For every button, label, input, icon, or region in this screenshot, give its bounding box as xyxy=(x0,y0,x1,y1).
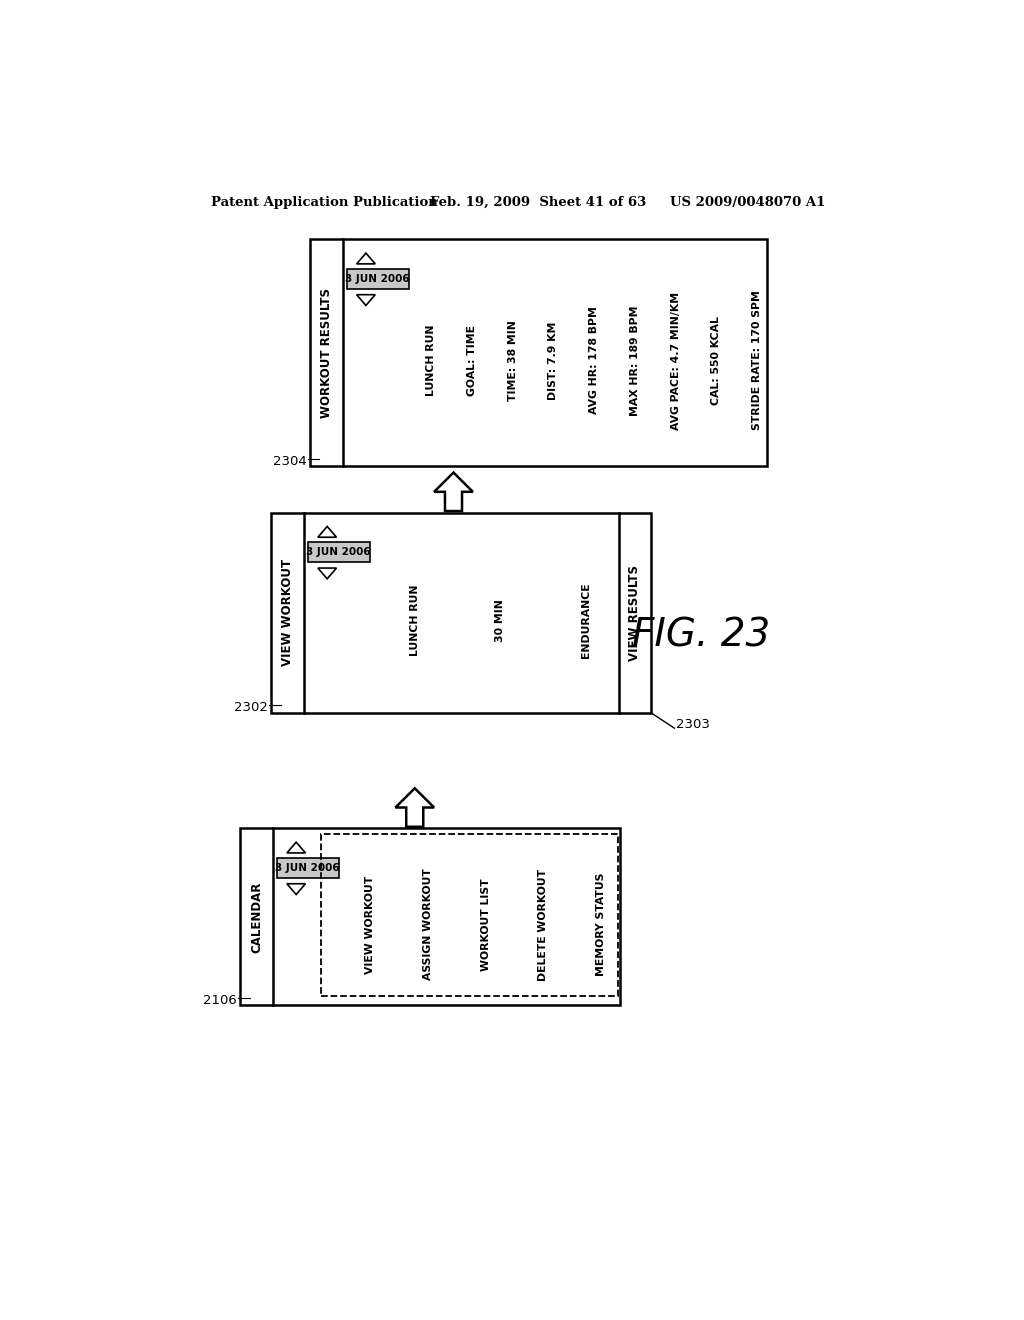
Text: 2304: 2304 xyxy=(272,455,306,467)
Bar xyxy=(321,834,617,997)
Text: 2302: 2302 xyxy=(233,701,267,714)
Bar xyxy=(271,512,651,713)
Polygon shape xyxy=(356,294,375,305)
Polygon shape xyxy=(287,842,305,853)
Text: 2106: 2106 xyxy=(203,994,237,1007)
Text: VIEW WORKOUT: VIEW WORKOUT xyxy=(365,875,375,974)
Text: ENDURANCE: ENDURANCE xyxy=(581,582,591,659)
Text: LUNCH RUN: LUNCH RUN xyxy=(426,325,436,396)
Text: WORKOUT RESULTS: WORKOUT RESULTS xyxy=(319,288,333,418)
Text: CAL: 550 KCAL: CAL: 550 KCAL xyxy=(712,315,721,405)
Text: DIST: 7.9 KM: DIST: 7.9 KM xyxy=(549,321,558,400)
Bar xyxy=(308,543,370,562)
Text: MEMORY STATUS: MEMORY STATUS xyxy=(596,873,606,977)
Text: Feb. 19, 2009  Sheet 41 of 63: Feb. 19, 2009 Sheet 41 of 63 xyxy=(430,195,646,209)
Polygon shape xyxy=(395,788,434,826)
Text: ASSIGN WORKOUT: ASSIGN WORKOUT xyxy=(423,869,433,981)
Bar xyxy=(276,858,339,878)
Text: 2303: 2303 xyxy=(676,718,710,731)
Text: WORKOUT LIST: WORKOUT LIST xyxy=(480,878,490,972)
Bar xyxy=(310,239,767,466)
Text: AVG HR: 178 BPM: AVG HR: 178 BPM xyxy=(589,306,599,414)
Text: US 2009/0048070 A1: US 2009/0048070 A1 xyxy=(671,195,826,209)
Text: 3 JUN 2006: 3 JUN 2006 xyxy=(275,862,340,873)
Text: Patent Application Publication: Patent Application Publication xyxy=(211,195,437,209)
Bar xyxy=(346,268,409,289)
Text: 3 JUN 2006: 3 JUN 2006 xyxy=(345,273,410,284)
Text: CALENDAR: CALENDAR xyxy=(250,882,263,953)
Text: LUNCH RUN: LUNCH RUN xyxy=(410,585,420,656)
Polygon shape xyxy=(434,473,473,511)
Text: DELETE WORKOUT: DELETE WORKOUT xyxy=(539,869,549,981)
Text: AVG PACE: 4.7 MIN/KM: AVG PACE: 4.7 MIN/KM xyxy=(671,292,681,429)
Polygon shape xyxy=(356,253,375,264)
Text: 30 MIN: 30 MIN xyxy=(496,599,506,642)
Text: 3 JUN 2006: 3 JUN 2006 xyxy=(306,546,371,557)
Bar xyxy=(241,829,621,1006)
Text: GOAL: TIME: GOAL: TIME xyxy=(467,325,477,396)
Text: VIEW WORKOUT: VIEW WORKOUT xyxy=(282,560,294,667)
Text: STRIDE RATE: 170 SPM: STRIDE RATE: 170 SPM xyxy=(752,290,762,430)
Polygon shape xyxy=(317,568,337,579)
Polygon shape xyxy=(287,884,305,895)
Text: TIME: 38 MIN: TIME: 38 MIN xyxy=(508,319,518,401)
Text: VIEW RESULTS: VIEW RESULTS xyxy=(629,565,641,661)
Polygon shape xyxy=(317,527,337,537)
Text: MAX HR: 189 BPM: MAX HR: 189 BPM xyxy=(630,305,640,416)
Text: FIG. 23: FIG. 23 xyxy=(633,616,771,655)
